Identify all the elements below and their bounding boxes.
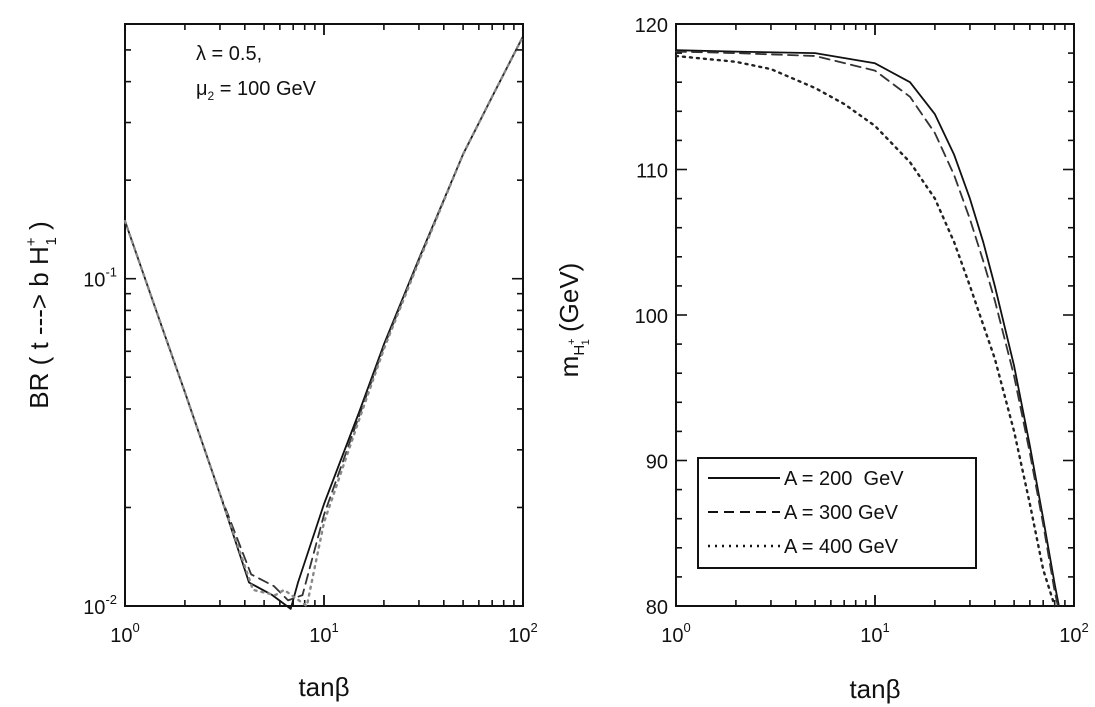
- legend-label-a300: A = 300 GeV: [784, 502, 899, 524]
- br-tick-labels: 100 101 102 10-2 10-1: [83, 265, 538, 647]
- mass-ytick-label: 90: [646, 452, 668, 474]
- br-xtick-label: 101: [309, 620, 338, 647]
- mass-xaxis-title: tanβ: [849, 674, 900, 704]
- mass-ytick-label: 80: [646, 597, 668, 619]
- mass-ytick-label: 100: [635, 306, 668, 328]
- br-annotation-lambda: λ = 0.5,: [196, 43, 262, 65]
- br-xtick-label: 102: [508, 620, 537, 647]
- legend-label-a200: A = 200 GeV: [784, 468, 904, 490]
- br-ytick-label: 10-2: [83, 592, 117, 619]
- br-yaxis-title: BR ( t ---> b H+ 1 ): [23, 221, 60, 409]
- br-ytick-label: 10-1: [83, 265, 117, 292]
- br-annotation-mu: μ2 = 100 GeV: [196, 78, 317, 103]
- mass-xtick-label: 100: [661, 620, 690, 647]
- mass-yaxis-title: mH+ 1 (GeV): [554, 263, 592, 378]
- mass-ytick-label: 110: [636, 161, 668, 183]
- mass-xtick-label: 102: [1059, 620, 1088, 647]
- mass-xtick-label: 101: [860, 620, 889, 647]
- legend-label-a400: A = 400 GeV: [784, 536, 899, 558]
- mass-series-group: [674, 49, 1060, 608]
- br-xaxis-title: tanβ: [298, 672, 349, 702]
- br-series-line-dash: [124, 35, 524, 602]
- mass-axis-ticks: [675, 23, 1075, 607]
- br-xtick-label: 100: [110, 620, 139, 647]
- br-series-line-dot: [123, 35, 525, 608]
- mass-tick-labels: 100 101 102 80 90 100 110 120: [635, 15, 1089, 647]
- br-series-group: [123, 35, 525, 610]
- mass-series-line-dot: [674, 54, 1056, 608]
- mass-ytick-label: 120: [635, 15, 668, 37]
- br-series-line-solid: [124, 35, 524, 610]
- mass-legend: A = 200 GeV A = 300 GeV A = 400 GeV: [697, 457, 977, 569]
- mass-series-line-solid: [675, 49, 1060, 607]
- mass-chart-panel: 100 101 102 80 90 100 110 120 A = 200 GeV A = 3…: [554, 15, 1089, 704]
- mass-series-line-dash: [675, 50, 1059, 607]
